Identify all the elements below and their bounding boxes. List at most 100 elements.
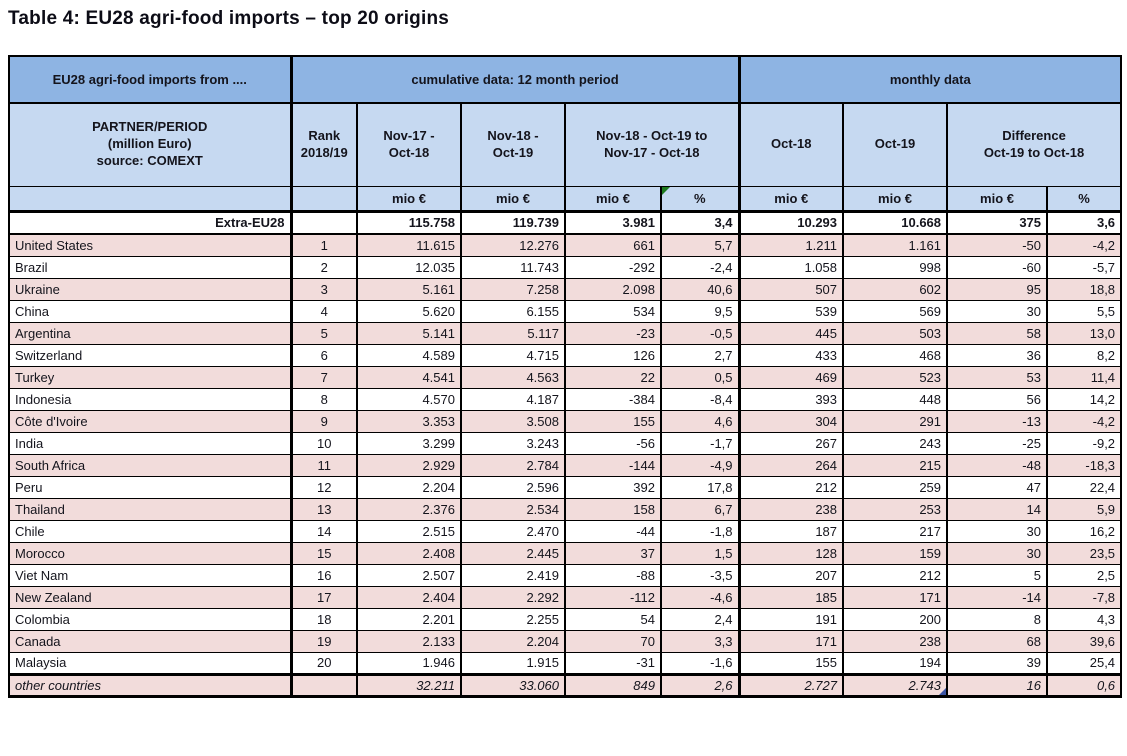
value-cell: 2.445 <box>460 541 565 564</box>
value-cell: 4,6 <box>659 409 740 432</box>
value-cell: -4,2 <box>1046 233 1122 256</box>
value-cell: -5,7 <box>1046 255 1122 278</box>
value-cell: 53 <box>946 365 1048 388</box>
value-cell: 2.408 <box>356 541 461 564</box>
value-cell: -25 <box>946 431 1048 454</box>
value-cell: 37 <box>564 541 661 564</box>
unit-cell: mio € <box>842 185 948 211</box>
value-cell: 155 <box>564 409 661 432</box>
cumulative-difference-header: Nov-18 - Oct-19 to Nov-17 - Oct-18 <box>563 102 740 186</box>
value-cell: 95 <box>946 277 1048 300</box>
rank-cell: 9 <box>289 409 357 432</box>
value-cell: 2.784 <box>460 453 565 476</box>
unit-cell: % <box>1046 185 1122 211</box>
value-cell: 119.739 <box>460 209 565 235</box>
partner-cell: New Zealand <box>9 585 291 608</box>
value-cell: 0,5 <box>659 365 740 388</box>
value-cell: 4.541 <box>356 365 461 388</box>
partner-cell: Viet Nam <box>9 563 291 586</box>
value-cell: 433 <box>737 343 844 366</box>
partner-cell: Malaysia <box>9 651 291 674</box>
value-cell: 17,8 <box>659 475 740 498</box>
monthly-difference-header: Difference Oct-19 to Oct-18 <box>946 102 1122 186</box>
unit-cell: % <box>659 185 740 211</box>
table-row: Indonesia 8 4.570 4.187 -384 -8,4 393 448 56 14,2 <box>9 387 1122 410</box>
value-cell: 507 <box>737 277 844 300</box>
value-cell: 215 <box>842 453 948 476</box>
value-cell: -384 <box>564 387 661 410</box>
value-cell: 264 <box>737 453 844 476</box>
value-cell: 1.161 <box>842 233 948 256</box>
value-cell: 2.376 <box>356 497 461 520</box>
value-cell: 30 <box>946 541 1048 564</box>
partner-cell: Chile <box>9 519 291 542</box>
value-cell: 5,7 <box>659 233 740 256</box>
value-cell: 25,4 <box>1046 651 1122 674</box>
value-cell: 503 <box>842 321 948 344</box>
value-cell: 8 <box>946 607 1048 630</box>
comment-marker-green-icon <box>663 187 670 195</box>
value-cell: 11.743 <box>460 255 565 278</box>
rank-cell: 19 <box>289 629 357 652</box>
rank-cell: 4 <box>289 299 357 322</box>
value-cell: 998 <box>842 255 948 278</box>
value-cell: 1.946 <box>356 651 461 674</box>
value-cell: 212 <box>737 475 844 498</box>
value-cell: -4,6 <box>659 585 740 608</box>
value-cell: 5.141 <box>356 321 461 344</box>
value-cell: 39 <box>946 651 1048 674</box>
value-cell: -23 <box>564 321 661 344</box>
partner-cell: South Africa <box>9 453 291 476</box>
table-body: Extra-EU28 115.758 119.739 3.981 3,4 10.293 10… <box>9 209 1122 696</box>
value-cell: 10.668 <box>842 209 948 235</box>
value-cell: 2,4 <box>659 607 740 630</box>
value-cell: 159 <box>842 541 948 564</box>
value-cell: 4.589 <box>356 343 461 366</box>
table-row: China 4 5.620 6.155 534 9,5 539 569 30 5,5 <box>9 299 1122 322</box>
value-cell: 4.570 <box>356 387 461 410</box>
partner-cell: Colombia <box>9 607 291 630</box>
value-cell: 253 <box>842 497 948 520</box>
rank-cell <box>289 672 357 696</box>
rank-cell: 14 <box>289 519 357 542</box>
value-cell: 16,2 <box>1046 519 1122 542</box>
rank-cell: 15 <box>289 541 357 564</box>
units-row: mio € mio € mio €% mio € mio € mio €% <box>9 185 1122 211</box>
partner-cell: Ukraine <box>9 277 291 300</box>
value-cell: -48 <box>946 453 1048 476</box>
rank-cell: 11 <box>289 453 357 476</box>
value-cell: 259 <box>842 475 948 498</box>
value-cell: 23,5 <box>1046 541 1122 564</box>
value-cell: 7.258 <box>460 277 565 300</box>
table-row: Chile 14 2.515 2.470 -44 -1,8 187 217 30 16,2 <box>9 519 1122 542</box>
value-cell: 2.534 <box>460 497 565 520</box>
value-cell: 3.299 <box>356 431 461 454</box>
value-cell: -13 <box>946 409 1048 432</box>
value-cell: 155 <box>737 651 844 674</box>
rank-cell: 8 <box>289 387 357 410</box>
value-cell: 14 <box>946 497 1048 520</box>
value-cell: 661 <box>564 233 661 256</box>
value-cell: -3,5 <box>659 563 740 586</box>
value-cell: 569 <box>842 299 948 322</box>
value-cell: 191 <box>737 607 844 630</box>
comment-marker-blue-icon <box>939 687 947 695</box>
value-cell: 16 <box>946 672 1048 696</box>
value-cell: 185 <box>737 585 844 608</box>
value-cell: 2.470 <box>460 519 565 542</box>
unit-cell: mio € <box>356 185 461 211</box>
partner-cell: Switzerland <box>9 343 291 366</box>
value-cell: 5,5 <box>1046 299 1122 322</box>
value-cell: 39,6 <box>1046 629 1122 652</box>
value-cell: 187 <box>737 519 844 542</box>
table-row: Argentina 5 5.141 5.117 -23 -0,5 445 503 58 13,0 <box>9 321 1122 344</box>
value-cell: 267 <box>737 431 844 454</box>
header-group-row: EU28 agri-food imports from .... cumulat… <box>9 55 1122 104</box>
value-cell: 3,4 <box>659 209 740 235</box>
table-row: Thailand 13 2.376 2.534 158 6,7 238 253 14 5,9 <box>9 497 1122 520</box>
value-cell: 2.515 <box>356 519 461 542</box>
value-cell: -2,4 <box>659 255 740 278</box>
group-header-monthly: monthly data <box>737 55 1122 104</box>
partner-cell: United States <box>9 233 291 256</box>
table-row: Switzerland 6 4.589 4.715 126 2,7 433 468 36 8,2 <box>9 343 1122 366</box>
